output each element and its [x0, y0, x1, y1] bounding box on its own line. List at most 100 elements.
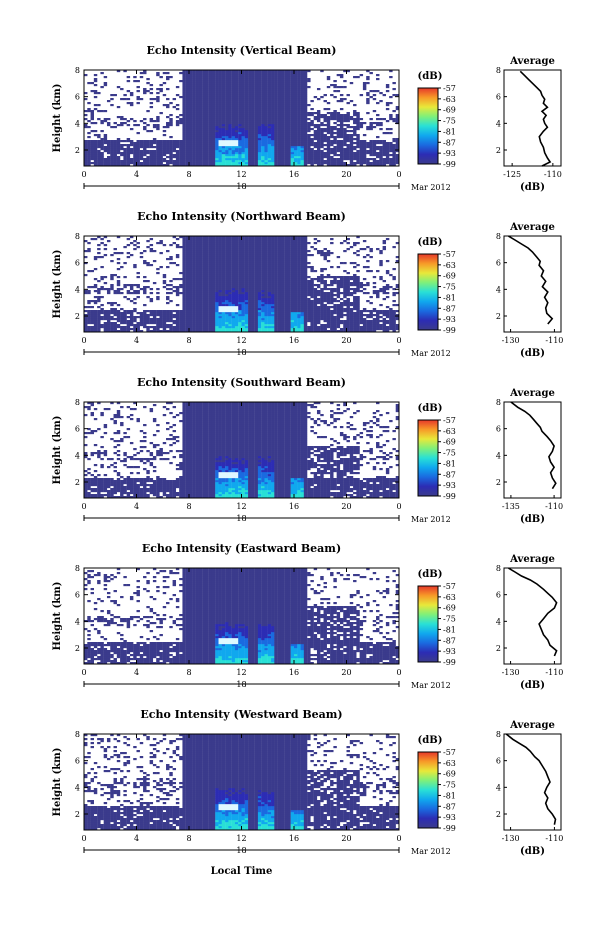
heatmap-cell — [231, 146, 236, 149]
heatmap-cell — [218, 286, 222, 289]
heatmap-cell — [84, 144, 88, 147]
heatmap-cell — [116, 324, 121, 327]
heatmap-cell — [330, 150, 334, 153]
heatmap-cell — [274, 316, 278, 319]
heatmap-cell — [189, 76, 193, 79]
heatmap-cell — [192, 74, 196, 77]
heatmap-cell — [97, 118, 101, 121]
heatmap-cell — [287, 86, 291, 89]
heatmap-cell — [185, 282, 190, 285]
heatmap-cell — [264, 134, 268, 137]
heatmap-cell — [100, 304, 104, 307]
heatmap-cell — [202, 322, 206, 325]
heatmap-cell — [264, 268, 268, 271]
heatmap-cell — [228, 126, 232, 129]
heatmap-cell — [192, 260, 196, 263]
heatmap-cell — [202, 112, 206, 115]
heatmap-cell — [346, 118, 350, 121]
heatmap-cell — [244, 158, 249, 161]
heatmap-cell — [195, 236, 199, 239]
heatmap-cell — [254, 308, 259, 311]
heatmap-cell — [225, 106, 229, 109]
heatmap-cell — [195, 108, 199, 111]
heatmap-cell — [202, 122, 206, 125]
profile-y-tick-label: 2 — [496, 146, 501, 155]
heatmap-cell — [159, 142, 163, 145]
heatmap-cell — [274, 126, 278, 129]
heatmap-cell — [234, 78, 239, 81]
heatmap-cell — [175, 156, 180, 159]
heatmap-cell — [294, 120, 298, 123]
heatmap-cell — [202, 274, 206, 277]
heatmap-cell — [84, 156, 88, 159]
heatmap-cell — [198, 244, 203, 247]
heatmap-cell — [189, 120, 193, 123]
heatmap-cell — [149, 160, 154, 163]
heatmap-cell — [133, 292, 137, 295]
heatmap-cell — [303, 122, 308, 125]
heatmap-cell — [189, 246, 193, 249]
y-tick-label: 8 — [75, 66, 80, 75]
heatmap-cell — [382, 146, 387, 149]
heatmap-cell — [284, 88, 288, 91]
heatmap-cell — [248, 148, 252, 151]
heatmap-cell — [129, 312, 134, 315]
heatmap-cell — [143, 90, 147, 93]
heatmap-cell — [205, 250, 209, 253]
heatmap-cell — [313, 130, 318, 133]
heatmap-cell — [231, 270, 236, 273]
heatmap-cell — [182, 262, 186, 265]
heatmap-cell — [182, 244, 186, 247]
heatmap-cell — [185, 306, 190, 309]
heatmap-cell — [228, 80, 232, 83]
heatmap-cell — [274, 112, 278, 115]
heatmap-cell — [359, 142, 364, 145]
heatmap-cell — [244, 256, 249, 259]
heatmap-cell — [221, 122, 226, 125]
heatmap-cell — [234, 158, 239, 161]
heatmap-cell — [192, 136, 196, 139]
heatmap-cell — [274, 286, 278, 289]
heatmap-cell — [103, 288, 108, 291]
heatmap-cell — [300, 112, 304, 115]
heatmap-cell — [376, 162, 380, 165]
heatmap-cell — [175, 122, 180, 125]
heatmap-cell — [189, 122, 193, 125]
heatmap-cell — [241, 286, 245, 289]
heatmap-cell — [225, 314, 229, 317]
heatmap-cell — [228, 100, 232, 103]
heatmap-cell — [182, 134, 186, 137]
heatmap-cell — [303, 120, 308, 123]
heatmap-cell — [346, 120, 350, 123]
heatmap-cell — [261, 302, 265, 305]
heatmap-cell — [189, 266, 193, 269]
heatmap-cell — [271, 82, 275, 85]
heatmap-cell — [146, 262, 150, 265]
heatmap-cell — [218, 272, 222, 275]
heatmap-cell — [248, 142, 252, 145]
heatmap-cell — [244, 90, 249, 93]
heatmap-cell — [280, 90, 285, 93]
heatmap-cell — [238, 306, 242, 309]
heatmap-cell — [254, 252, 259, 255]
heatmap-cell — [169, 124, 173, 127]
heatmap-cell — [257, 100, 262, 103]
heatmap-cell — [189, 328, 193, 331]
heatmap-cell — [84, 110, 88, 113]
heatmap-cell — [205, 158, 209, 161]
heatmap-cell — [162, 274, 167, 277]
heatmap-cell — [287, 130, 291, 133]
heatmap-cell — [195, 82, 199, 85]
heatmap-cell — [277, 150, 282, 153]
heatmap-cell — [185, 134, 190, 137]
heatmap-cell — [113, 290, 117, 293]
heatmap-cell — [189, 70, 193, 73]
heatmap-cell — [238, 106, 242, 109]
heatmap-cell — [195, 270, 199, 273]
heatmap-cell — [179, 72, 183, 75]
heatmap-cell — [238, 254, 242, 257]
heatmap-cell — [261, 270, 265, 273]
heatmap-cell — [234, 74, 239, 77]
heatmap-cell — [257, 158, 262, 161]
heatmap-cell — [202, 248, 206, 251]
